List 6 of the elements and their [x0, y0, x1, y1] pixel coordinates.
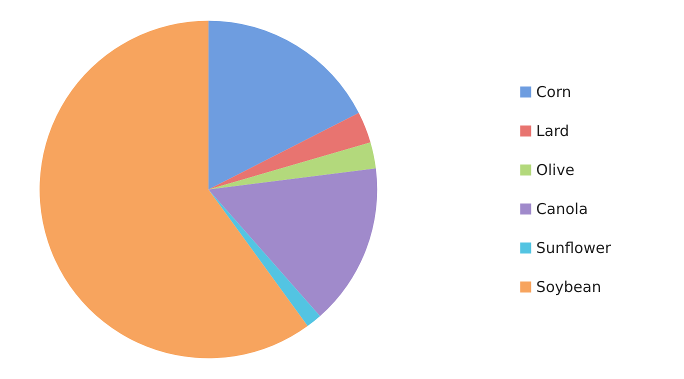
legend-label: Corn — [536, 83, 572, 101]
legend-label: Olive — [536, 161, 574, 179]
legend-label: Sunflower — [536, 239, 612, 257]
legend-label: Soybean — [536, 278, 602, 296]
legend-label: Lard — [536, 122, 570, 140]
legend-label: Canola — [536, 200, 588, 218]
